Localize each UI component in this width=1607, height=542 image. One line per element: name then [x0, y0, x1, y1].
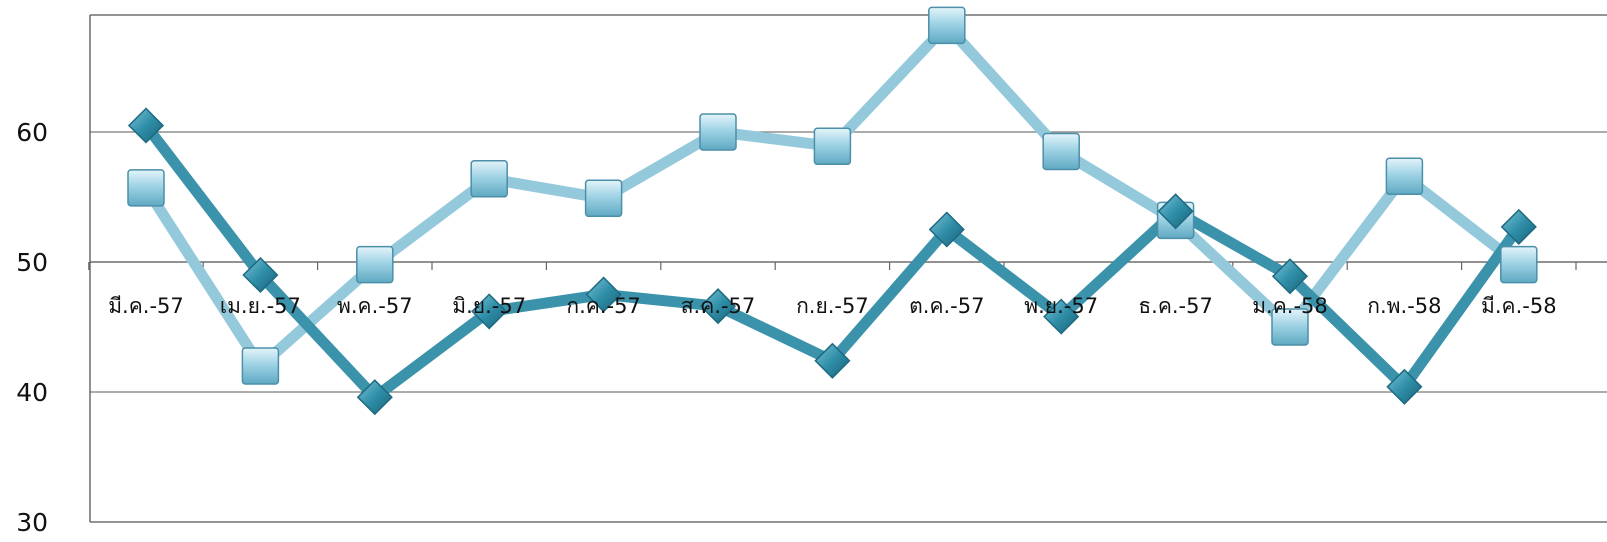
x-tick-label: พ.ย.-57 [1024, 294, 1098, 318]
data-point-diamond [471, 293, 508, 330]
data-point-diamond [1386, 368, 1423, 405]
data-point-diamond [127, 107, 165, 144]
data-point-diamond [928, 211, 965, 248]
x-tick-label: มี.ค.-57 [108, 294, 184, 318]
axes [88, 15, 1607, 523]
data-point-square [1500, 245, 1538, 284]
x-tick-label: พ.ค.-57 [337, 294, 413, 318]
data-point-diamond [1043, 298, 1080, 335]
y-tick-label: 30 [16, 508, 48, 537]
x-tick-label: เม.ย.-57 [220, 294, 301, 318]
x-tick-label: มิ.ย.-57 [452, 294, 526, 318]
data-point-square [1385, 157, 1424, 195]
data-point-square [1042, 132, 1080, 171]
x-tick-label: ส.ค.-57 [681, 294, 756, 318]
data-point-diamond [242, 256, 279, 294]
data-point-diamond [356, 379, 393, 416]
y-tick-label: 50 [16, 248, 48, 277]
data-point-diamond [1500, 208, 1537, 245]
tick-labels: 30 40 50 60 มี.ค.-57 เม.ย.-57 พ.ค.-57 มิ.ย.-57 ก… [16, 118, 1556, 537]
x-tick-label: ธ.ค.-57 [1138, 294, 1213, 318]
data-point-diamond [585, 276, 622, 313]
data-point-square [1271, 308, 1309, 346]
data-point-square [356, 245, 394, 284]
x-tick-label: ก.พ.-58 [1367, 294, 1441, 318]
x-tick-label: ต.ค.-57 [909, 294, 984, 318]
y-tick-label: 40 [16, 378, 48, 407]
data-point-square [813, 127, 852, 166]
x-tick-label: มี.ค.-58 [1481, 294, 1557, 318]
data-point-square [470, 160, 508, 198]
x-tick-label: ก.ค.-57 [566, 294, 640, 318]
data-point-diamond [1271, 258, 1309, 295]
data-point-square [241, 347, 280, 385]
y-tick-label: 60 [16, 118, 48, 147]
data-point-square [584, 179, 623, 218]
data-point-square [699, 113, 737, 151]
series [127, 6, 1538, 416]
data-point-square [928, 6, 966, 45]
data-point-diamond [814, 342, 851, 379]
data-point-diamond [699, 288, 737, 325]
data-point-diamond [1157, 193, 1194, 230]
data-point-square [127, 169, 165, 207]
x-tick-label: ม.ค.-58 [1252, 294, 1328, 318]
x-tick-label: ก.ย.-57 [796, 294, 869, 318]
